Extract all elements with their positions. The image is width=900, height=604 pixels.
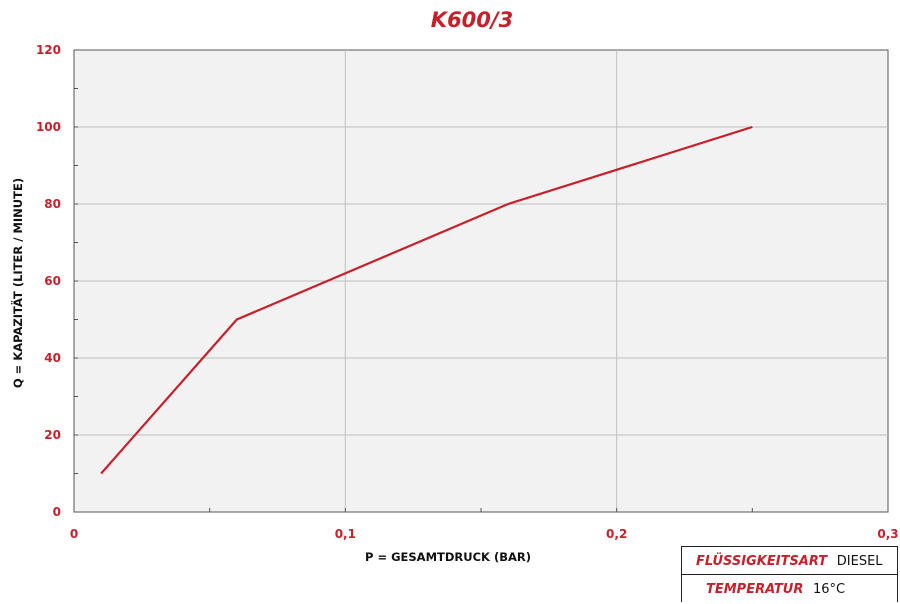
y-tick-label: 20 [44,428,61,442]
temperature-value: 16°C [812,581,846,597]
x-tick-label: 0 [70,527,78,541]
fluid-info-table: FLÜSSIGKEITSART DIESEL TEMPERATUR 16°C [681,546,898,602]
info-row-fluid: FLÜSSIGKEITSART DIESEL [681,546,898,575]
minor-ticks [73,49,889,513]
series-layer [100,125,753,475]
info-row-temperature: TEMPERATUR 16°C [681,574,898,602]
y-tick-label: 120 [36,43,61,57]
fluid-type-label: FLÜSSIGKEITSART [696,553,828,569]
y-tick-label: 80 [44,197,61,211]
y-tick-label: 60 [44,274,61,288]
info-cell: TEMPERATUR 16°C [681,574,898,602]
y-axis-title: Q = KAPAZITÄT (LITER / MINUTE) [10,178,25,388]
info-cell: FLÜSSIGKEITSART DIESEL [681,546,898,575]
x-axis-title: P = GESAMTDRUCK (BAR) [365,550,531,564]
x-tick-label: 0,1 [335,527,356,541]
y-tick-label: 40 [44,351,61,365]
y-tick-label: 0 [53,505,61,519]
x-tick-label: 0,3 [877,527,898,541]
tick-labels: 0 0,1 0,2 0,3 0 20 40 60 80 100 120 [36,43,899,541]
temperature-label: TEMPERATUR [706,581,804,597]
y-tick-label: 100 [36,120,61,134]
series-line [100,125,753,475]
x-tick-label: 0,2 [606,527,627,541]
fluid-type-value: DIESEL [836,553,883,569]
chart-title: K600/3 [431,8,513,32]
